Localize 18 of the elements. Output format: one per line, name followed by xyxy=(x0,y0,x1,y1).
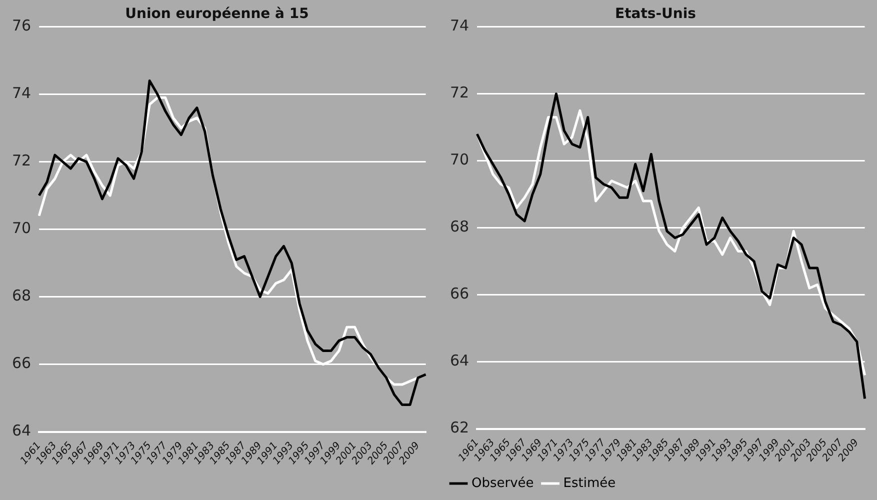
y-tick-label: 62 xyxy=(450,418,470,437)
y-tick-label: 66 xyxy=(12,354,32,372)
y-tick-label: 72 xyxy=(12,152,32,170)
legend-label: Estimée xyxy=(563,476,616,491)
y-tick-label: 66 xyxy=(450,284,470,303)
y-tick-label: 74 xyxy=(12,84,32,102)
y-tick-label: 64 xyxy=(12,422,32,440)
chart-title: Etats-Unis xyxy=(614,6,696,22)
y-tick-label: 72 xyxy=(450,84,470,102)
y-tick-label: 76 xyxy=(12,16,32,35)
y-tick-label: 70 xyxy=(450,150,470,169)
y-tick-label: 68 xyxy=(450,218,470,236)
chart-title: Union européenne à 15 xyxy=(125,6,309,22)
legend-label: Observée xyxy=(472,476,534,491)
y-tick-label: 68 xyxy=(12,286,32,305)
y-tick-label: 70 xyxy=(12,219,32,238)
y-tick-label: 64 xyxy=(450,352,470,370)
y-tick-label: 74 xyxy=(450,16,470,35)
